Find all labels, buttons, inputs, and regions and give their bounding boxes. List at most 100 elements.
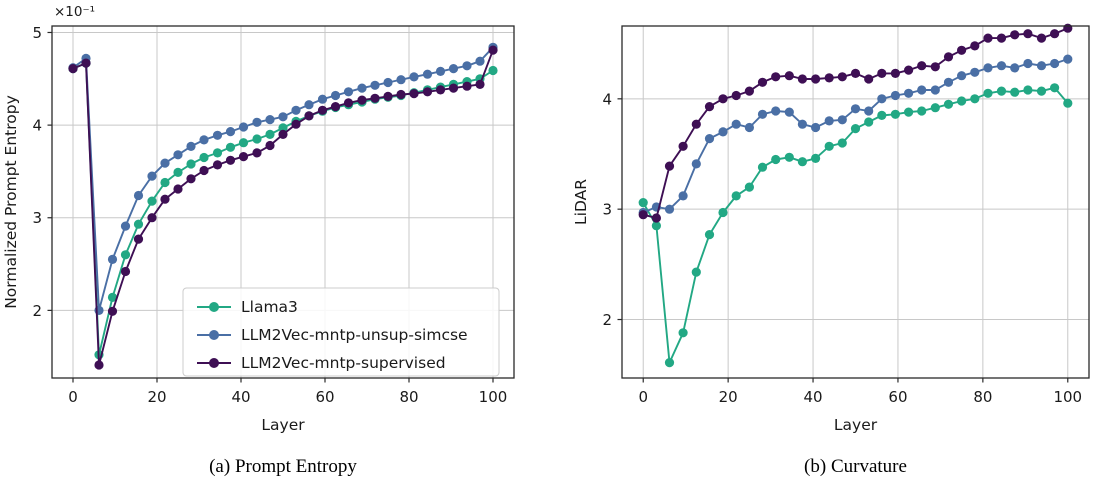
x-tick-label: 60 bbox=[888, 388, 907, 406]
data-point bbox=[1063, 98, 1073, 108]
y-tick-label: 2 bbox=[32, 302, 42, 320]
data-point bbox=[744, 182, 754, 192]
data-point bbox=[784, 152, 794, 162]
data-point bbox=[651, 213, 661, 223]
data-point bbox=[265, 129, 275, 139]
data-point bbox=[996, 86, 1007, 96]
y-axis-label: LiDAR bbox=[572, 179, 590, 225]
data-point bbox=[133, 219, 144, 229]
data-point bbox=[199, 165, 209, 176]
data-point bbox=[731, 90, 741, 101]
data-point bbox=[252, 117, 262, 127]
data-point bbox=[238, 122, 249, 132]
data-point bbox=[837, 138, 847, 148]
data-point bbox=[409, 89, 419, 99]
data-point bbox=[664, 358, 675, 368]
x-tick-label: 0 bbox=[638, 388, 648, 406]
data-point bbox=[983, 63, 993, 73]
data-point bbox=[704, 230, 715, 240]
data-point bbox=[133, 190, 144, 201]
data-point bbox=[797, 119, 807, 129]
data-point bbox=[173, 184, 183, 194]
data-point bbox=[1036, 33, 1047, 43]
data-point bbox=[731, 119, 741, 129]
data-point bbox=[850, 124, 861, 134]
x-tick-label: 100 bbox=[479, 388, 508, 406]
y-axis-label: Normalized Prompt Entropy bbox=[2, 95, 20, 309]
data-point bbox=[1023, 58, 1033, 69]
data-point bbox=[199, 152, 209, 163]
data-point bbox=[278, 129, 288, 139]
data-point bbox=[107, 292, 118, 302]
data-point bbox=[212, 148, 223, 158]
data-point bbox=[225, 127, 236, 137]
y-tick-label: 5 bbox=[32, 24, 42, 42]
data-point bbox=[970, 67, 980, 77]
data-point bbox=[797, 74, 807, 84]
data-point bbox=[638, 198, 648, 208]
data-point bbox=[970, 41, 980, 51]
data-point bbox=[930, 103, 940, 113]
data-point bbox=[448, 83, 459, 93]
legend-box bbox=[182, 287, 500, 377]
data-point bbox=[475, 56, 485, 66]
data-point bbox=[409, 72, 419, 82]
legend-marker-point bbox=[209, 330, 219, 340]
data-point bbox=[488, 65, 498, 76]
prompt-entropy-chart: 0 20 40 60 80 100 2 3 4 5 Layer Normalized Prompt E… bbox=[2, 4, 515, 434]
data-point bbox=[186, 159, 196, 169]
data-point bbox=[811, 122, 821, 133]
data-point bbox=[1050, 58, 1060, 69]
data-point bbox=[422, 69, 433, 79]
data-point bbox=[678, 191, 688, 201]
data-point bbox=[824, 141, 834, 151]
data-point bbox=[1050, 29, 1060, 39]
data-point bbox=[917, 85, 927, 95]
data-point bbox=[68, 64, 78, 74]
data-point bbox=[107, 254, 118, 264]
data-point bbox=[147, 171, 157, 181]
data-point bbox=[147, 196, 157, 206]
subplot-curvature: 0 20 40 60 80 100 2 3 4 Layer LiDAR (b) Curvature bbox=[550, 0, 1099, 478]
data-point bbox=[691, 267, 701, 277]
legend: Llama3 LLM2Vec-mntp-unsup-simcse LLM2Vec-m… bbox=[182, 287, 500, 377]
data-point bbox=[890, 68, 900, 78]
data-point bbox=[784, 107, 794, 117]
data-point bbox=[120, 266, 131, 277]
data-point bbox=[1023, 29, 1033, 39]
data-point bbox=[462, 81, 472, 91]
data-point bbox=[890, 90, 900, 101]
x-tick-label: 20 bbox=[147, 388, 166, 406]
data-point bbox=[278, 123, 288, 133]
data-point bbox=[824, 73, 834, 83]
data-point bbox=[1023, 85, 1033, 95]
data-point bbox=[1063, 23, 1073, 33]
data-point bbox=[265, 140, 275, 151]
data-point bbox=[186, 141, 196, 151]
data-point bbox=[771, 154, 781, 165]
data-point bbox=[1050, 83, 1060, 93]
data-point bbox=[691, 119, 701, 129]
data-point bbox=[850, 68, 861, 78]
data-point bbox=[252, 148, 262, 158]
data-point bbox=[930, 62, 940, 72]
y-tick-label: 2 bbox=[602, 311, 612, 329]
data-point bbox=[225, 142, 236, 152]
grid bbox=[622, 26, 1089, 378]
data-point bbox=[317, 105, 328, 115]
data-point bbox=[120, 221, 131, 231]
data-point bbox=[824, 116, 834, 126]
data-point bbox=[904, 65, 914, 75]
x-tick-label: 80 bbox=[973, 388, 992, 406]
x-axis-label: Layer bbox=[261, 416, 305, 434]
data-point bbox=[864, 106, 874, 116]
data-point bbox=[811, 74, 821, 84]
data-point bbox=[435, 85, 446, 95]
data-point bbox=[370, 80, 380, 90]
data-point bbox=[930, 85, 940, 95]
data-point bbox=[957, 71, 967, 81]
data-point bbox=[877, 94, 887, 104]
data-point bbox=[718, 207, 728, 218]
data-point bbox=[718, 94, 728, 104]
y-tick-label: 4 bbox=[602, 90, 612, 108]
